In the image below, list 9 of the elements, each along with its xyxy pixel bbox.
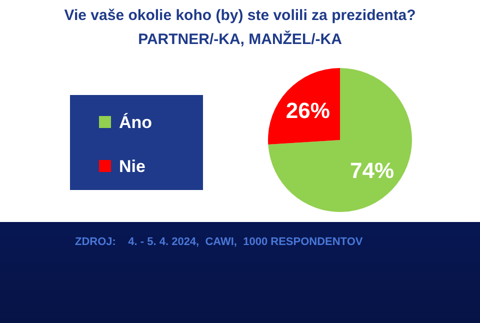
text: ZDROJ: 4. - 5. 4. 2024, CAWI, 1000 RESPONDENTOV bbox=[75, 236, 364, 248]
pie-slice bbox=[268, 68, 340, 145]
legend-label: Nie bbox=[119, 157, 146, 176]
pie-slice bbox=[268, 68, 412, 212]
chart-subtitle: PARTNER/-KA, MANŽEL/-KA bbox=[138, 30, 342, 48]
data-label: 74% bbox=[350, 158, 394, 184]
chart-title: Vie vaše okolie koho (by) ste volili za prezidenta? bbox=[64, 7, 416, 24]
data-label: 26% bbox=[286, 98, 330, 123]
legend-label: Áno bbox=[119, 112, 152, 132]
